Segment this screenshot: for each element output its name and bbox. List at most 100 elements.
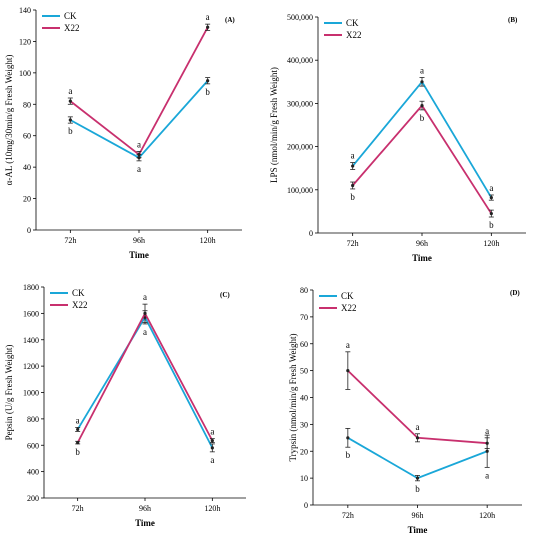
y-tick-label: 120 (19, 37, 31, 46)
data-point (485, 449, 489, 453)
y-tick-label: 300,000 (287, 99, 313, 108)
legend-label: X22 (346, 30, 362, 40)
x-tick-label: 120h (479, 511, 495, 520)
significance-letter: a (346, 340, 350, 350)
legend-label: CK (72, 288, 85, 298)
x-tick-label: 96h (139, 504, 151, 513)
significance-letter: b (489, 220, 494, 230)
significance-letter: a (206, 12, 210, 22)
y-axis-title: Pepsin (U/g Fresh Weight) (4, 345, 14, 441)
x-axis-title: Time (408, 525, 428, 535)
significance-letter: a (416, 422, 420, 432)
significance-letter: b (415, 484, 420, 494)
y-tick-label: 0 (304, 501, 308, 510)
y-tick-label: 100,000 (287, 186, 313, 195)
data-point (420, 80, 424, 84)
y-tick-label: 500,000 (287, 13, 313, 22)
significance-letter: a (485, 470, 489, 480)
data-point (143, 311, 147, 315)
y-axis-title: Trypsin (nmol/min/g Fresh Weight) (288, 333, 298, 461)
x-tick-label: 96h (412, 511, 424, 520)
panel-tag: (C) (220, 291, 230, 299)
significance-letter: a (351, 151, 355, 161)
legend-label: X22 (72, 300, 88, 310)
significance-letter: a (68, 86, 72, 96)
y-tick-label: 0 (27, 226, 31, 235)
legend-label: X22 (64, 23, 80, 33)
data-point (76, 441, 80, 445)
data-point (68, 99, 72, 103)
chart-panel: 0 10 20 30 40 50 60 70 80 72h 96h 120h Time Trypsin (… (288, 286, 522, 535)
y-axis-title: LPS (nmol/min/g Fresh Weight) (269, 67, 279, 183)
x-tick-label: 96h (416, 239, 428, 248)
y-tick-label: 30 (300, 420, 308, 429)
data-point (206, 79, 210, 83)
y-axis-title: α-AL (10mg/30min/g Fresh Weight) (4, 55, 14, 186)
y-tick-label: 400 (27, 468, 39, 477)
x-tick-label: 120h (200, 236, 216, 245)
data-point (210, 446, 214, 450)
y-tick-label: 20 (300, 447, 308, 456)
y-tick-label: 20 (23, 195, 31, 204)
data-point (415, 436, 420, 440)
chart-panel: 200 400 600 800 1000 1200 1400 1600 1800 72h 96h 12… (4, 283, 246, 528)
significance-letter: b (346, 450, 351, 460)
x-tick-label: 120h (204, 504, 220, 513)
significance-letter: a (137, 139, 141, 149)
series-line (347, 369, 488, 445)
y-tick-label: 1000 (23, 389, 39, 398)
y-tick-label: 80 (23, 100, 31, 109)
significance-letter: a (143, 292, 147, 302)
y-tick-label: 70 (300, 313, 308, 322)
data-point (210, 439, 214, 443)
y-tick-label: 80 (300, 286, 308, 295)
y-tick-label: 60 (300, 340, 308, 349)
panel-tag: (B) (508, 16, 518, 24)
series-line (347, 437, 488, 480)
significance-letter: a (210, 455, 214, 465)
y-tick-label: 50 (300, 367, 308, 376)
x-axis-title: Time (135, 518, 155, 528)
data-point (489, 211, 493, 216)
y-tick-label: 1800 (23, 283, 39, 292)
data-point (346, 369, 350, 373)
chart-panel: 0 100,000 200,000 300,000 400,000 500,000 72h 9… (269, 13, 526, 263)
panel-tag: (A) (225, 16, 235, 24)
data-point (351, 183, 355, 188)
y-tick-label: 400,000 (287, 56, 313, 65)
data-point (137, 152, 141, 157)
significance-letter: a (143, 327, 147, 337)
significance-letter: a (137, 164, 141, 174)
x-tick-label: 96h (133, 236, 145, 245)
y-tick-label: 60 (23, 132, 31, 141)
data-point (68, 118, 72, 122)
y-tick-label: 800 (27, 415, 39, 424)
y-tick-label: 100 (19, 69, 31, 78)
data-point (415, 476, 420, 480)
significance-letter: b (68, 126, 73, 136)
legend-label: X22 (341, 303, 357, 313)
y-tick-label: 200 (27, 494, 39, 503)
x-tick-label: 72h (72, 504, 84, 513)
chart-panel: 0 20 40 60 80 100 120 140 72h 96h 120h Time α-AL (10… (4, 6, 242, 260)
data-point (346, 436, 350, 440)
y-tick-label: 600 (27, 441, 39, 450)
y-tick-label: 1600 (23, 309, 39, 318)
y-tick-label: 1400 (23, 336, 39, 345)
legend-label: CK (64, 11, 77, 21)
y-tick-label: 0 (309, 229, 313, 238)
data-point (206, 25, 210, 29)
data-point (351, 164, 355, 168)
x-axis-title: Time (412, 253, 432, 263)
y-tick-label: 40 (300, 394, 308, 403)
significance-letter: a (420, 65, 424, 75)
x-tick-label: 120h (483, 239, 499, 248)
legend-label: CK (341, 291, 354, 301)
significance-letter: b (350, 192, 355, 202)
data-point (489, 195, 493, 200)
data-point (485, 441, 489, 445)
y-tick-label: 10 (300, 474, 308, 483)
data-point (76, 427, 80, 432)
data-point (420, 103, 424, 108)
significance-letter: b (205, 87, 210, 97)
